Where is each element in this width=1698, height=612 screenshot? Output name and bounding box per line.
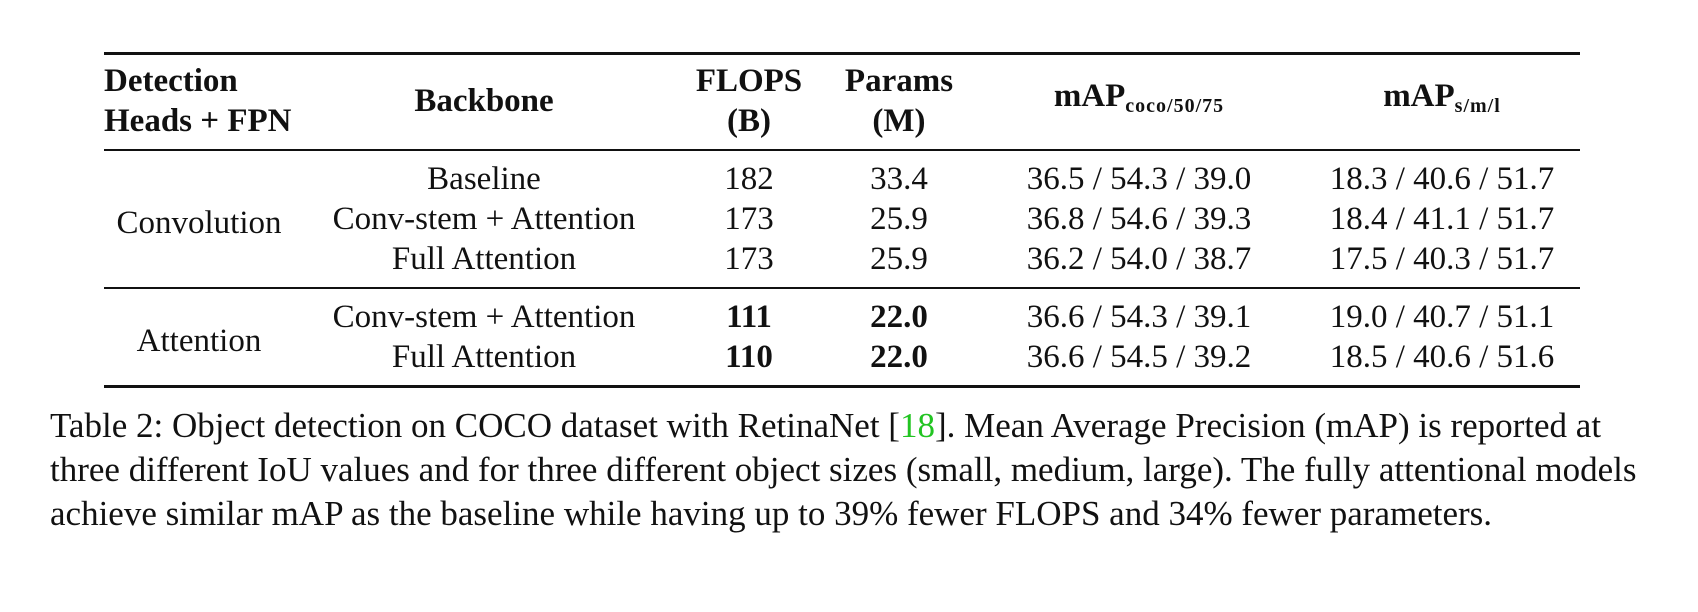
cell-map-sml: 18.4 / 41.1 / 51.7	[1329, 201, 1555, 237]
header-map-sml-sub: s/m/l	[1454, 95, 1501, 117]
group-head-convolution: Convolution	[116, 205, 282, 241]
cell-flops: 173	[724, 241, 774, 277]
header-params: Params (M)	[824, 54, 974, 151]
results-table: Detection Heads + FPN Backbone FLOPS (B)…	[104, 52, 1580, 388]
cell-map-coco: 36.8 / 54.6 / 39.3	[1026, 201, 1252, 237]
cell-params: 25.9	[870, 241, 928, 277]
caption-prefix: Table 2: Object detection on COCO datase…	[50, 406, 900, 445]
header-row: Detection Heads + FPN Backbone FLOPS (B)…	[104, 53, 1580, 151]
caption-suffix: ]. Mean Average Precision (mAP) is repor…	[50, 406, 1637, 533]
cell-map-sml: 18.3 / 40.6 / 51.7	[1329, 161, 1555, 197]
cell-backbone: Baseline	[427, 161, 541, 197]
cell-flops: 110	[725, 339, 773, 375]
table-caption: Table 2: Object detection on COCO datase…	[50, 404, 1650, 536]
header-backbone: Backbone	[414, 83, 554, 119]
cell-map-sml: 18.5 / 40.6 / 51.6	[1329, 339, 1555, 375]
header-map-sml: mAPs/m/l	[1304, 54, 1580, 151]
citation-link[interactable]: 18	[899, 406, 935, 445]
header-map-coco-sub: coco/50/75	[1125, 95, 1225, 117]
cell-params: 33.4	[870, 161, 928, 197]
cell-map-coco: 36.6 / 54.3 / 39.1	[1026, 299, 1252, 335]
cell-map-sml: 17.5 / 40.3 / 51.7	[1329, 241, 1555, 277]
results-table-container: Detection Heads + FPN Backbone FLOPS (B)…	[104, 52, 1580, 388]
table-row: Attention Conv-stem + Attention 111 22.0…	[104, 288, 1580, 359]
table-row: Full Attention 110 22.0 36.6 / 54.5 / 39…	[104, 337, 1580, 387]
cell-flops: 182	[724, 161, 774, 197]
cell-backbone: Full Attention	[391, 339, 577, 375]
header-map-coco: mAPcoco/50/75	[974, 54, 1304, 151]
table-row: Full Attention 173 25.9 36.2 / 54.0 / 38…	[104, 239, 1580, 288]
cell-map-coco: 36.5 / 54.3 / 39.0	[1026, 161, 1252, 197]
header-params-line1: Params	[844, 63, 954, 99]
table-row: Convolution Baseline 182 33.4 36.5 / 54.…	[104, 150, 1580, 241]
header-map-coco-main: mAP	[1053, 78, 1126, 114]
cell-params: 22.0	[870, 339, 928, 375]
header-flops: FLOPS (B)	[674, 54, 824, 151]
group-head-attention: Attention	[136, 323, 262, 359]
header-flops-line2: (B)	[727, 103, 771, 139]
cell-backbone: Full Attention	[391, 241, 577, 277]
cell-map-coco: 36.2 / 54.0 / 38.7	[1026, 241, 1252, 277]
cell-map-coco: 36.6 / 54.5 / 39.2	[1026, 339, 1252, 375]
header-detection-heads: Detection Heads + FPN	[104, 54, 294, 151]
header-detection-line2: Heads + FPN	[104, 103, 292, 139]
header-params-line2: (M)	[872, 103, 926, 139]
cell-params: 25.9	[870, 201, 928, 237]
cell-backbone: Conv-stem + Attention	[332, 299, 636, 335]
cell-map-sml: 19.0 / 40.7 / 51.1	[1329, 299, 1555, 335]
header-map-sml-main: mAP	[1383, 78, 1455, 114]
cell-flops: 111	[726, 299, 772, 335]
header-flops-line1: FLOPS	[695, 63, 803, 99]
cell-backbone: Conv-stem + Attention	[332, 201, 636, 237]
cell-params: 22.0	[870, 299, 928, 335]
header-detection-line1: Detection	[104, 63, 238, 99]
table-row: Conv-stem + Attention 173 25.9 36.8 / 54…	[104, 199, 1580, 239]
cell-flops: 173	[724, 201, 774, 237]
